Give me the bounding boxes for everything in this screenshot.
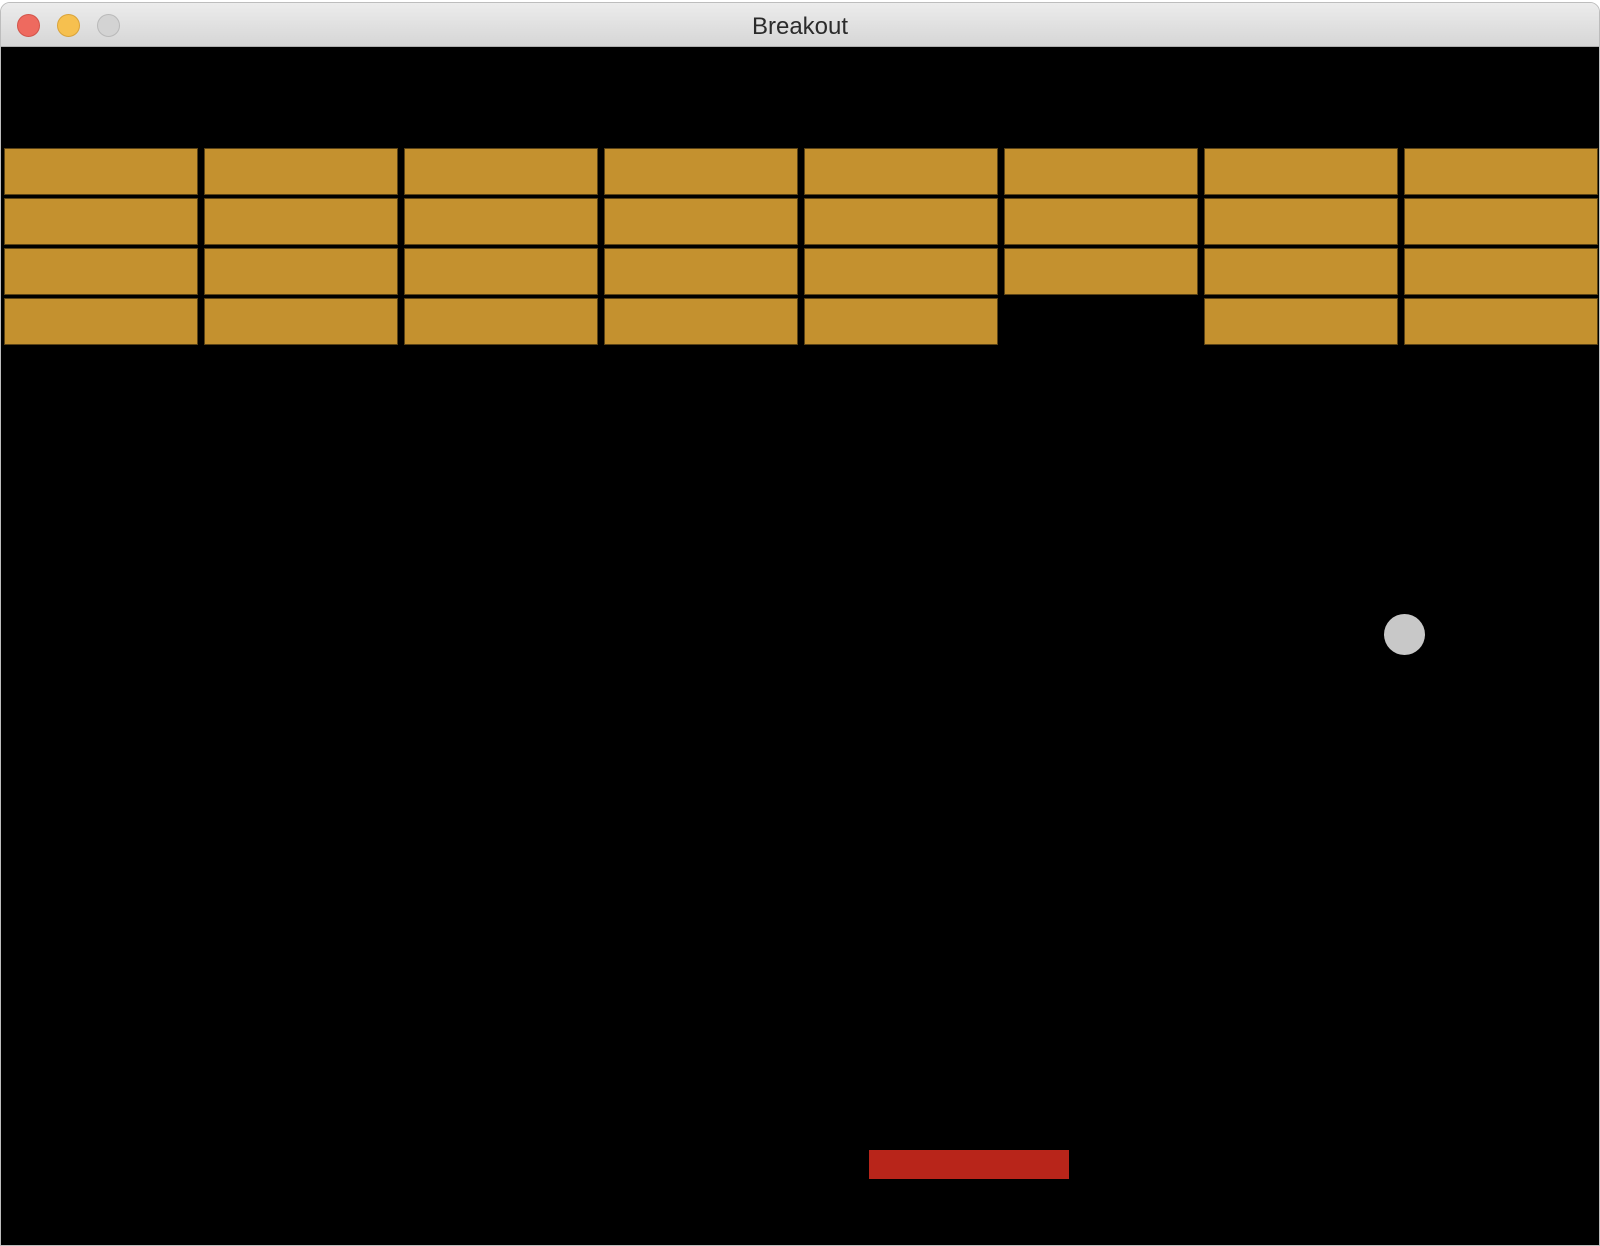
brick [804, 298, 998, 345]
brick [804, 248, 998, 295]
brick [604, 248, 798, 295]
brick [604, 148, 798, 195]
brick [204, 248, 398, 295]
brick [404, 198, 598, 245]
brick [204, 298, 398, 345]
brick [404, 148, 598, 195]
game-canvas[interactable] [1, 47, 1599, 1245]
brick [1404, 148, 1598, 195]
brick [1404, 198, 1598, 245]
brick [604, 198, 798, 245]
brick [404, 298, 598, 345]
minimize-button[interactable] [57, 14, 80, 37]
paddle[interactable] [869, 1150, 1069, 1179]
brick [4, 298, 198, 345]
brick [1004, 198, 1198, 245]
brick [1404, 248, 1598, 295]
close-button[interactable] [17, 14, 40, 37]
brick [804, 148, 998, 195]
brick [1204, 148, 1398, 195]
brick [4, 148, 198, 195]
brick [4, 198, 198, 245]
window-title: Breakout [751, 13, 849, 40]
zoom-button[interactable] [97, 14, 120, 37]
title-bar: Breakout [1, 3, 1599, 47]
brick [204, 198, 398, 245]
brick [4, 248, 198, 295]
brick [1004, 148, 1198, 195]
ball [1384, 614, 1425, 655]
brick [1004, 248, 1198, 295]
brick [1204, 248, 1398, 295]
brick [804, 198, 998, 245]
brick [1204, 198, 1398, 245]
brick [1404, 298, 1598, 345]
brick [404, 248, 598, 295]
brick [204, 148, 398, 195]
brick [604, 298, 798, 345]
brick [1204, 298, 1398, 345]
